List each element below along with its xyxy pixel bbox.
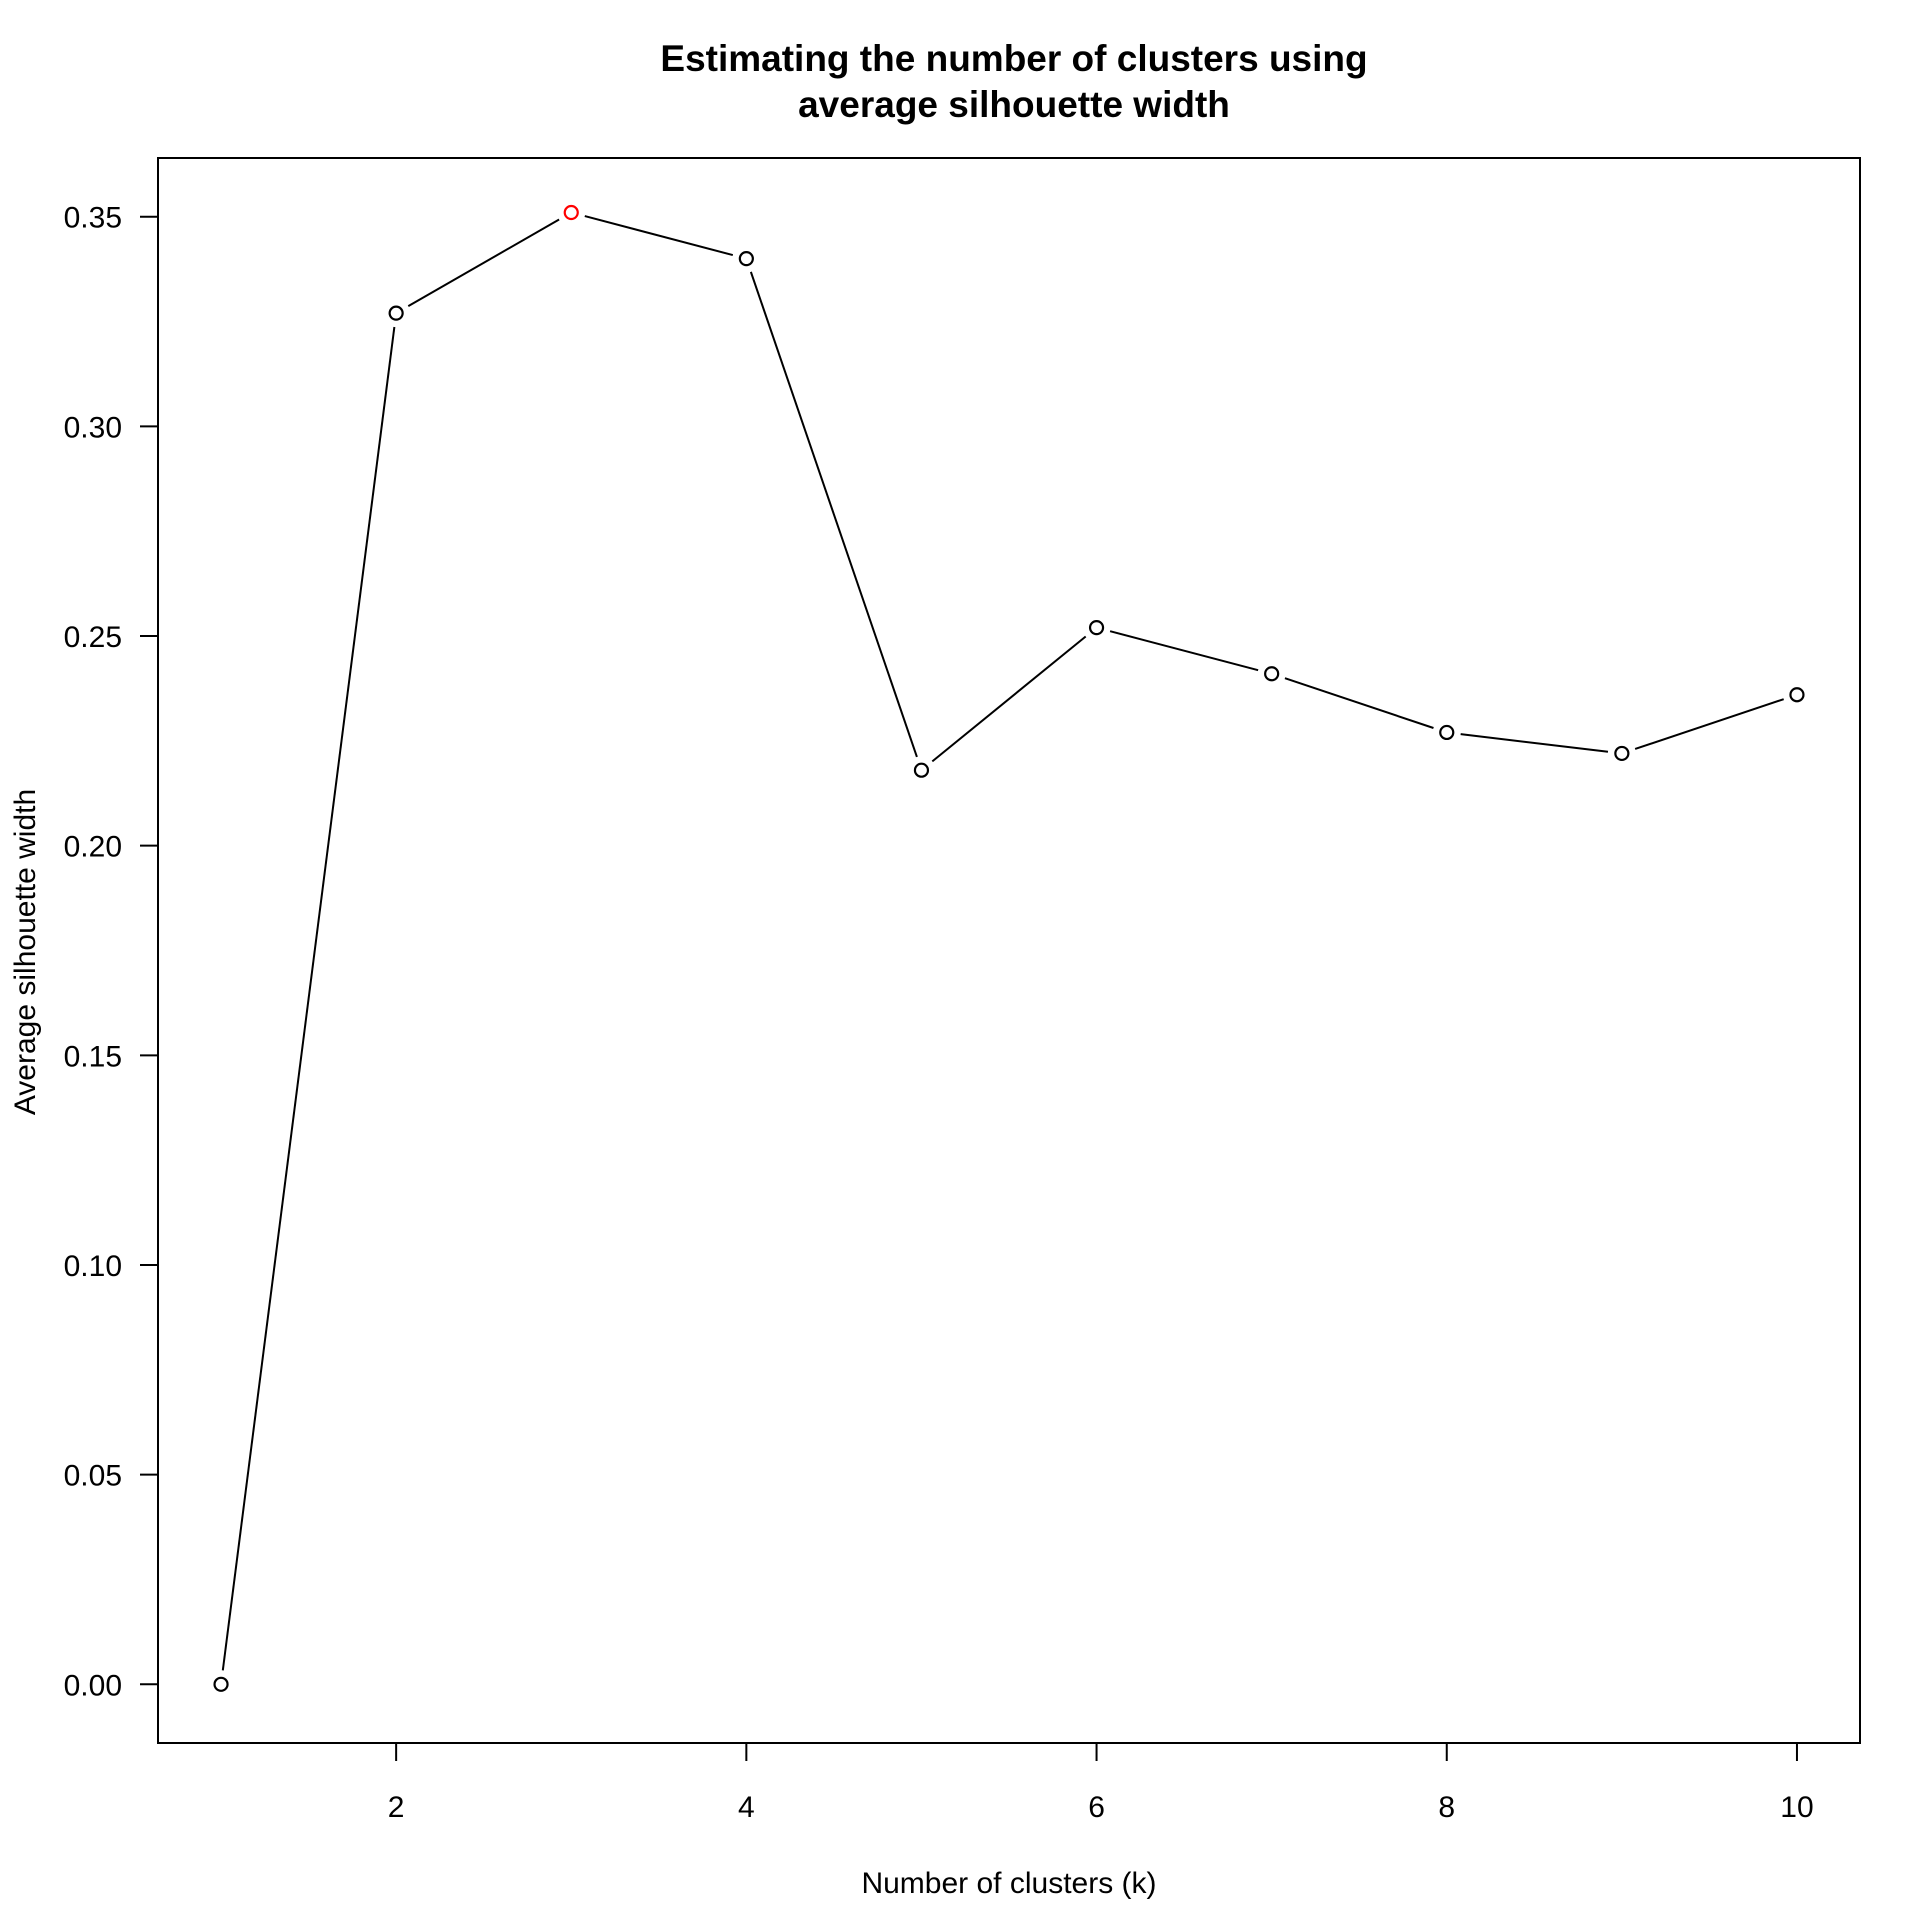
y-tick-label: 0.25 bbox=[64, 621, 122, 654]
y-tick-label: 0.20 bbox=[64, 831, 122, 864]
data-point-optimal bbox=[563, 204, 579, 221]
series-segment bbox=[407, 218, 560, 308]
series-segment bbox=[1634, 698, 1785, 750]
chart-title-line-1: Estimating the number of clusters using bbox=[660, 38, 1367, 79]
y-tick-label: 0.00 bbox=[64, 1669, 122, 1702]
data-point bbox=[1088, 620, 1105, 636]
x-tick-label: 4 bbox=[738, 1791, 755, 1824]
data-point bbox=[1439, 724, 1455, 741]
series-segment bbox=[1284, 677, 1434, 729]
y-axis-label: Average silhouette width bbox=[9, 789, 42, 1115]
series-segment bbox=[749, 271, 918, 758]
series-segment bbox=[931, 635, 1087, 763]
data-point bbox=[738, 251, 754, 267]
x-axis-label: Number of clusters (k) bbox=[861, 1867, 1156, 1900]
data-point bbox=[213, 1676, 229, 1692]
data-point bbox=[913, 762, 930, 778]
y-tick-label: 0.35 bbox=[64, 202, 122, 235]
data-point bbox=[1614, 745, 1630, 762]
data-point bbox=[388, 305, 404, 321]
series-segment bbox=[1109, 630, 1259, 672]
series-segment bbox=[1460, 733, 1609, 753]
plot-frame bbox=[157, 157, 1861, 1744]
y-tick-label: 0.10 bbox=[64, 1250, 122, 1283]
y-tick-label: 0.05 bbox=[64, 1460, 122, 1493]
series-layer bbox=[213, 204, 1805, 1692]
chart-title-line-2: average silhouette width bbox=[798, 84, 1230, 125]
x-tick-label: 10 bbox=[1780, 1791, 1813, 1824]
y-tick-label: 0.15 bbox=[64, 1040, 122, 1073]
y-axis: 0.00 0.05 0.10 0.15 0.20 0.25 0.30 0.35 bbox=[64, 202, 159, 1702]
x-axis: 2 4 6 8 10 bbox=[388, 1742, 1814, 1824]
data-point bbox=[1789, 687, 1805, 703]
x-tick-label: 6 bbox=[1088, 1791, 1105, 1824]
y-tick-label: 0.30 bbox=[64, 411, 122, 444]
x-tick-label: 2 bbox=[388, 1791, 405, 1824]
data-point bbox=[1264, 666, 1280, 682]
series-segment bbox=[221, 326, 396, 1671]
x-tick-label: 8 bbox=[1438, 1791, 1455, 1824]
series-segment bbox=[584, 215, 734, 257]
